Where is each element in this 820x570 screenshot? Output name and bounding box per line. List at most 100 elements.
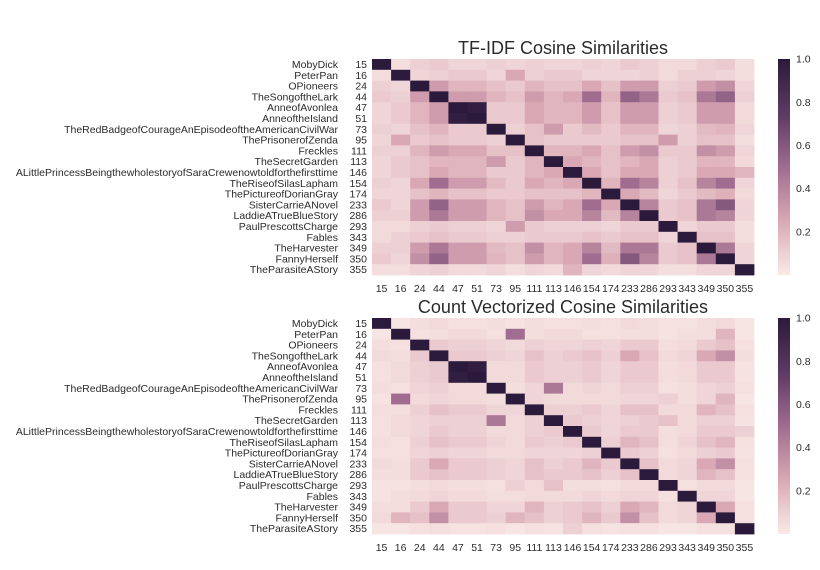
heatmap-cell	[582, 102, 602, 114]
column-label: 293	[659, 283, 677, 295]
heatmap-cell	[715, 361, 736, 373]
column-label: 174	[602, 542, 620, 554]
heatmap-cell	[563, 102, 583, 114]
heatmap-cell	[715, 113, 736, 125]
heatmap-cell	[582, 221, 602, 233]
row-label-name: TheHarvester	[274, 502, 338, 514]
heatmap-cell	[620, 221, 640, 233]
heatmap-cell	[715, 221, 736, 233]
heatmap-cell	[372, 523, 392, 535]
heatmap-cell	[429, 253, 449, 265]
heatmap-cell	[582, 512, 602, 524]
heatmap-cell	[448, 469, 468, 481]
heatmap-cell	[429, 167, 449, 179]
heatmap-cell	[620, 339, 640, 351]
heatmap-cell	[429, 221, 449, 233]
heatmap-cell	[715, 210, 736, 222]
heatmap-cell	[391, 393, 411, 405]
heatmap-cell	[696, 318, 717, 330]
heatmap-cell	[715, 458, 736, 470]
heatmap-cell	[486, 113, 507, 125]
heatmap-cell	[563, 188, 583, 200]
heatmap-cell	[410, 59, 430, 71]
heatmap-cell	[677, 458, 698, 470]
row-label-name: TheParasiteAStory	[250, 523, 339, 535]
heatmap-cell	[620, 59, 640, 71]
heatmap-cell	[639, 469, 659, 481]
heatmap-cell	[715, 59, 736, 71]
heatmap-cell	[467, 188, 487, 200]
heatmap-cell	[448, 490, 468, 502]
heatmap-cell	[658, 339, 678, 351]
heatmap-cell	[467, 426, 487, 438]
heatmap-cell	[429, 436, 449, 448]
heatmap-cell	[391, 415, 411, 427]
heatmap-cell	[372, 188, 392, 200]
heatmap-cell	[429, 458, 449, 470]
heatmap-cell	[467, 382, 487, 394]
heatmap-cell	[715, 501, 736, 513]
heatmap-cell	[505, 328, 526, 340]
colorbar-tick-label: 1.0	[796, 313, 811, 325]
row-label-id: 233	[349, 199, 367, 211]
heatmap-cell	[658, 188, 678, 200]
heatmap-cell	[372, 80, 392, 92]
heatmap-cell	[524, 490, 545, 502]
heatmap-cell	[486, 91, 507, 103]
heatmap-cell	[524, 458, 545, 470]
heatmap-cell	[543, 145, 564, 157]
heatmap-cell	[658, 404, 678, 416]
heatmap-cell	[677, 145, 698, 157]
chart-title: TF-IDF Cosine Similarities	[458, 38, 668, 58]
heatmap-cell	[601, 253, 621, 265]
heatmap-cell	[601, 231, 621, 243]
row-label-name: Fables	[306, 232, 338, 244]
heatmap-cell	[639, 490, 659, 502]
heatmap-cell	[372, 447, 392, 459]
heatmap-cell	[410, 167, 430, 179]
heatmap-cell	[505, 91, 526, 103]
heatmap-cell	[524, 80, 545, 92]
heatmap-cell	[696, 199, 717, 211]
heatmap-cell	[543, 480, 564, 492]
heatmap-cell	[543, 469, 564, 481]
heatmap-cell	[505, 177, 526, 189]
heatmap-cell	[677, 80, 698, 92]
heatmap-cell	[448, 134, 468, 146]
heatmap-cell	[467, 177, 487, 189]
heatmap-cell	[467, 415, 487, 427]
heatmap-cell	[467, 458, 487, 470]
heatmap-cell	[658, 231, 678, 243]
heatmap-cell	[372, 426, 392, 438]
column-label: 286	[640, 542, 658, 554]
heatmap-cell	[448, 523, 468, 535]
heatmap-cell	[715, 426, 736, 438]
heatmap-cell	[658, 113, 678, 125]
heatmap-cell	[429, 156, 449, 168]
heatmap-cell	[543, 523, 564, 535]
heatmap-cell	[524, 328, 545, 340]
row-label-id: 73	[355, 383, 367, 395]
row-label-name: ThePrisonerofZenda	[242, 394, 338, 406]
row-label-name: LaddieATrueBlueStory	[234, 469, 339, 481]
heatmap-cell	[620, 415, 640, 427]
heatmap-cell	[429, 69, 449, 81]
heatmap-cell	[601, 188, 621, 200]
heatmap-cell	[448, 69, 468, 81]
row-label-id: 44	[355, 350, 367, 362]
heatmap-cell	[601, 458, 621, 470]
heatmap-cell	[467, 231, 487, 243]
row-label-name: ThePrisonerofZenda	[242, 135, 338, 147]
heatmap-cell	[391, 501, 411, 513]
heatmap-cell	[372, 318, 392, 330]
heatmap-cell	[620, 91, 640, 103]
row-label-id: 24	[355, 81, 367, 93]
heatmap-cell	[372, 415, 392, 427]
heatmap-cell	[505, 490, 526, 502]
heatmap-cell	[448, 447, 468, 459]
heatmap-cell	[391, 372, 411, 384]
heatmap-cell	[543, 372, 564, 384]
heatmap-cell	[524, 523, 545, 535]
column-label: 15	[376, 283, 388, 295]
heatmap-cell	[486, 134, 507, 146]
